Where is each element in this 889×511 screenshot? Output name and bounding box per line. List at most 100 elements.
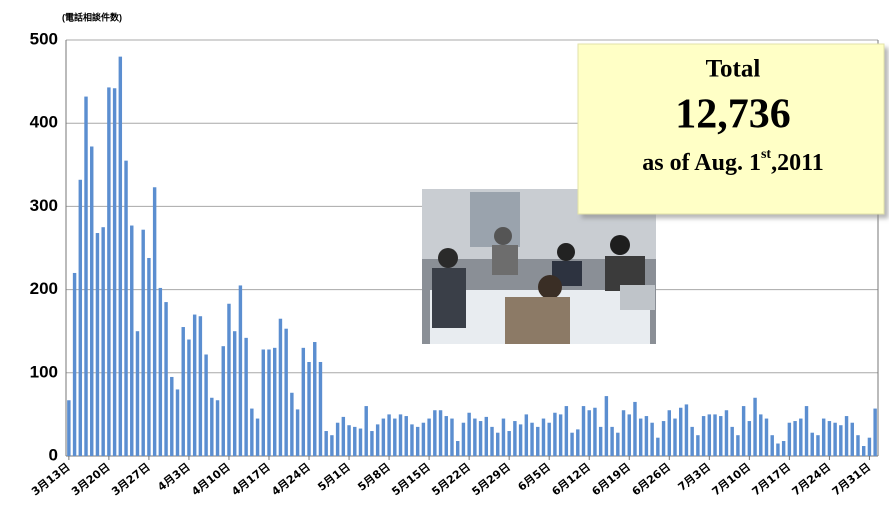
bar — [873, 409, 876, 456]
bar — [119, 57, 122, 456]
bar — [262, 350, 265, 456]
bar — [530, 423, 533, 456]
bar — [645, 416, 648, 456]
annotation-title: Total — [706, 56, 761, 83]
bar — [290, 393, 293, 456]
x-tick-label: 3月20日 — [69, 460, 112, 498]
bar — [748, 421, 751, 456]
y-axis-label: (電話相談件数) — [62, 11, 122, 22]
bar — [588, 410, 591, 456]
bar — [324, 431, 327, 456]
bar — [759, 414, 762, 456]
bar — [79, 180, 82, 456]
x-tick-label: 6月26日 — [630, 460, 673, 498]
bar — [725, 410, 728, 456]
x-tick-label: 5月15日 — [389, 460, 432, 498]
bar — [742, 406, 745, 456]
bar — [164, 302, 167, 456]
bar — [313, 342, 316, 456]
annotation-date-sup: st — [761, 147, 771, 162]
bar — [868, 438, 871, 456]
bar — [833, 423, 836, 456]
bar — [811, 433, 814, 456]
x-tick-label: 7月17日 — [750, 460, 793, 498]
y-tick-label: 400 — [30, 113, 58, 132]
bar — [376, 424, 379, 456]
x-tick-label: 3月13日 — [29, 460, 72, 498]
bar — [84, 97, 87, 456]
bar — [307, 362, 310, 456]
bar — [353, 427, 356, 456]
bar — [576, 429, 579, 456]
bar — [456, 441, 459, 456]
bar — [582, 406, 585, 456]
bar — [273, 348, 276, 456]
bar — [628, 414, 631, 456]
bar — [67, 400, 70, 456]
bar — [708, 414, 711, 456]
bar — [107, 87, 110, 456]
bar — [342, 417, 345, 456]
x-tick-label: 7月10日 — [710, 460, 753, 498]
bar — [559, 414, 562, 456]
bar — [387, 414, 390, 456]
x-tick-label: 5月1日 — [315, 460, 352, 493]
x-tick-label: 6月12日 — [549, 460, 592, 498]
bar — [473, 419, 476, 456]
bar — [679, 408, 682, 456]
bar — [805, 406, 808, 456]
bar — [393, 419, 396, 456]
annotation-date: as of Aug. 1st,2011 — [642, 147, 824, 175]
bar — [147, 258, 150, 456]
bar — [793, 421, 796, 456]
annotation-total: 12,736 — [675, 92, 791, 138]
bar — [730, 427, 733, 456]
bar — [284, 329, 287, 456]
y-tick-label: 300 — [30, 196, 58, 215]
y-tick-label: 0 — [49, 445, 58, 464]
bar — [433, 410, 436, 456]
x-tick-label: 4月10日 — [189, 460, 232, 498]
bar — [547, 423, 550, 456]
bar — [536, 427, 539, 456]
bar — [256, 419, 259, 456]
annotation-date-main: as of Aug. 1 — [642, 150, 761, 176]
bar — [187, 340, 190, 456]
bar — [610, 427, 613, 456]
bar — [650, 423, 653, 456]
bar — [702, 416, 705, 456]
x-tick-label: 5月29日 — [469, 460, 512, 498]
bar — [770, 435, 773, 456]
bar — [364, 406, 367, 456]
bar — [73, 273, 76, 456]
x-tick-label: 6月5日 — [515, 460, 552, 493]
bar — [799, 419, 802, 456]
bar — [410, 424, 413, 456]
bar — [170, 377, 173, 456]
bar — [153, 187, 156, 456]
x-tick-label: 7月24日 — [790, 460, 833, 498]
bar — [519, 424, 522, 456]
bar — [696, 435, 699, 456]
bar — [513, 421, 516, 456]
bar — [204, 354, 207, 456]
bar — [690, 427, 693, 456]
bar — [422, 423, 425, 456]
bar — [302, 348, 305, 456]
bar — [622, 410, 625, 456]
bar — [668, 410, 671, 456]
bar — [216, 400, 219, 456]
bar — [816, 435, 819, 456]
bar — [467, 413, 470, 456]
x-tick-label: 6月19日 — [590, 460, 633, 498]
bar — [673, 419, 676, 456]
x-tick-label: 4月24日 — [269, 460, 312, 498]
x-tick-label: 4月3日 — [155, 460, 192, 493]
bar — [382, 419, 385, 456]
bar — [427, 419, 430, 456]
y-tick-label: 100 — [30, 362, 58, 381]
bar — [210, 398, 213, 456]
bar — [462, 423, 465, 456]
bar — [782, 441, 785, 456]
bar — [828, 421, 831, 456]
